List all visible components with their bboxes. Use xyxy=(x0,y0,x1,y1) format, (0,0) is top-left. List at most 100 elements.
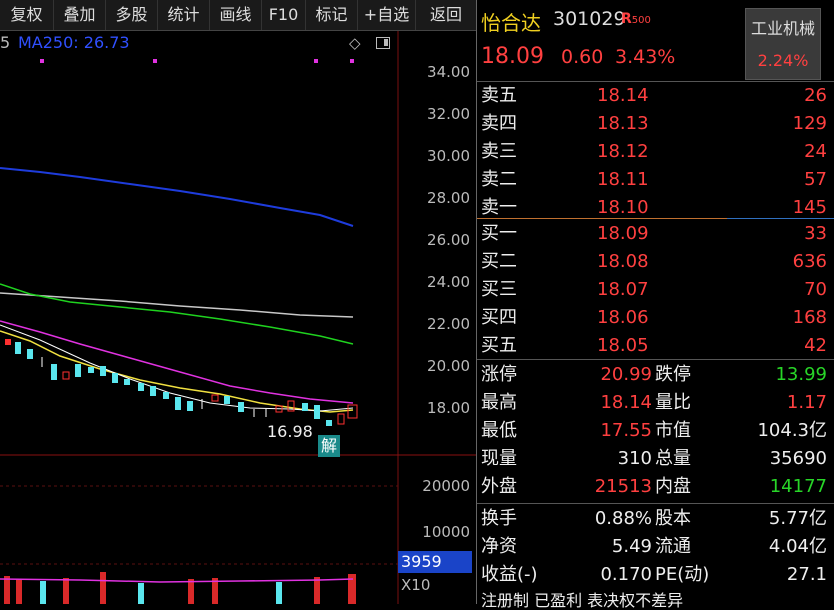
price-axis-label: 30.00 xyxy=(427,147,470,165)
ask-label: 卖一 xyxy=(481,197,517,218)
outer-volume-label: 外盘 xyxy=(481,476,517,497)
sector-box[interactable]: 工业机械 2.24% xyxy=(745,8,821,80)
market-cap-value: 104.3亿 xyxy=(757,420,827,441)
low-price-marker: 16.98 xyxy=(267,422,313,441)
ask-volume: 24 xyxy=(804,141,827,162)
ask-price: 18.10 xyxy=(597,197,649,218)
sector-change: 2.24% xyxy=(757,51,809,70)
total-volume-label: 总量 xyxy=(655,448,691,469)
limit-down-label: 跌停 xyxy=(655,364,691,385)
diamond-icon[interactable]: ◇ xyxy=(349,34,361,52)
stats-row: 外盘 21513 内盘 14177 xyxy=(477,472,834,501)
overlay-button[interactable]: 叠加 xyxy=(54,0,106,30)
restore-rights-button[interactable]: 复权 xyxy=(0,0,54,30)
multi-stock-button[interactable]: 多股 xyxy=(106,0,158,30)
turnover-label: 换手 xyxy=(481,508,517,529)
bid-volume: 70 xyxy=(804,279,827,300)
ask-row[interactable]: 卖四 18.13 129 xyxy=(477,109,834,138)
ask-label: 卖四 xyxy=(481,113,517,134)
bid-price: 18.06 xyxy=(597,307,649,328)
ask-price: 18.14 xyxy=(597,85,649,106)
quote-panel: 怡合达 301029 R500 18.09 0.60 3.43% 工业机械 2.… xyxy=(476,0,834,610)
limit-up-label: 涨停 xyxy=(481,364,517,385)
ask-row[interactable]: 卖一 18.10 145 xyxy=(477,193,834,222)
volume-axis-label: 10000 xyxy=(422,523,470,541)
bid-label: 买四 xyxy=(481,307,517,328)
volume-bars xyxy=(4,572,356,604)
bid-row[interactable]: 买五 18.05 42 xyxy=(477,331,834,360)
layout-toggle-icon[interactable] xyxy=(376,37,390,49)
stats-row: 现量 310 总量 35690 xyxy=(477,444,834,473)
f10-button[interactable]: F10 xyxy=(262,0,306,30)
bid-row[interactable]: 买一 18.09 33 xyxy=(477,219,834,248)
mark-button[interactable]: 标记 xyxy=(306,0,358,30)
fundamentals-row: 净资 5.49 流通 4.04亿 xyxy=(477,532,834,561)
bid-price: 18.05 xyxy=(597,335,649,356)
ma-magenta-line xyxy=(0,320,354,404)
bid-volume: 33 xyxy=(804,223,827,244)
ask-volume: 26 xyxy=(804,85,827,106)
eps-value: 0.170 xyxy=(600,564,652,585)
footer-tags: 注册制 已盈利 表决权不差异 xyxy=(481,591,684,610)
bid-price: 18.07 xyxy=(597,279,649,300)
bid-price: 18.08 xyxy=(597,251,649,272)
draw-line-button[interactable]: 画线 xyxy=(210,0,262,30)
stats-row: 最低 17.55 市值 104.3亿 xyxy=(477,416,834,445)
price-axis-label: 32.00 xyxy=(427,105,470,123)
price-axis-label: 20.00 xyxy=(427,357,470,375)
price-axis-label: 22.00 xyxy=(427,315,470,333)
stock-name: 怡合达 xyxy=(481,11,541,35)
ma-green-line xyxy=(0,283,354,345)
ma-white-line xyxy=(0,292,354,318)
add-watchlist-button[interactable]: +自选 xyxy=(358,0,416,30)
ask-row[interactable]: 卖二 18.11 57 xyxy=(477,165,834,194)
back-button[interactable]: 返回 xyxy=(429,5,462,24)
kline-chart-panel[interactable]: 5 MA250: 26.73 ◇ 34.00 32.00 30.00 28.00… xyxy=(0,31,476,604)
bid-row[interactable]: 买二 18.08 636 xyxy=(477,247,834,276)
ask-price: 18.12 xyxy=(597,141,649,162)
volume-axis-label: 20000 xyxy=(422,477,470,495)
bid-label: 买五 xyxy=(481,335,517,356)
high-value: 18.14 xyxy=(600,392,652,413)
vol-ratio-value: 1.17 xyxy=(786,392,827,413)
ask-row[interactable]: 卖三 18.12 24 xyxy=(477,137,834,166)
equity-label: 股本 xyxy=(655,508,691,529)
equity-value: 5.77亿 xyxy=(768,508,827,529)
turnover-value: 0.88% xyxy=(594,508,652,529)
unlock-badge[interactable]: 解 xyxy=(318,435,340,457)
current-volume-box: 3959 xyxy=(398,551,472,573)
limit-up-value: 20.99 xyxy=(600,364,652,385)
stock-code: 301029 xyxy=(553,8,626,30)
price-axis-label: 26.00 xyxy=(427,231,470,249)
float-value: 4.04亿 xyxy=(768,536,827,557)
current-price: 18.09 xyxy=(481,44,544,69)
nav-label: 净资 xyxy=(481,536,517,557)
bid-price: 18.09 xyxy=(597,223,649,244)
ma250-line xyxy=(0,167,354,227)
price-change-pct: 3.43% xyxy=(615,46,676,68)
fundamentals-row: 收益(-) 0.170 PE(动) 27.1 xyxy=(477,560,834,589)
ask-volume: 129 xyxy=(792,113,827,134)
price-axis-label: 34.00 xyxy=(427,63,470,81)
price-axis-label: 18.00 xyxy=(427,399,470,417)
ask-label: 卖三 xyxy=(481,141,517,162)
nav-value: 5.49 xyxy=(611,536,652,557)
pe-value: 27.1 xyxy=(786,564,827,585)
pe-label: PE(动) xyxy=(655,564,710,585)
current-volume-value: 310 xyxy=(617,448,652,469)
statistics-button[interactable]: 统计 xyxy=(158,0,210,30)
market-tag: R500 xyxy=(621,11,651,27)
fundamentals-row: 换手 0.88% 股本 5.77亿 xyxy=(477,504,834,533)
stats-row: 最高 18.14 量比 1.17 xyxy=(477,388,834,417)
bid-label: 买三 xyxy=(481,279,517,300)
ask-price: 18.11 xyxy=(597,169,649,190)
kline-chart[interactable] xyxy=(0,31,476,604)
ask-row[interactable]: 卖五 18.14 26 xyxy=(477,81,834,110)
low-label: 最低 xyxy=(481,420,517,441)
ask-label: 卖五 xyxy=(481,85,517,106)
bid-row[interactable]: 买四 18.06 168 xyxy=(477,303,834,332)
price-axis-label: 24.00 xyxy=(427,273,470,291)
candles xyxy=(5,339,358,426)
bid-row[interactable]: 买三 18.07 70 xyxy=(477,275,834,304)
ask-volume: 145 xyxy=(792,197,827,218)
